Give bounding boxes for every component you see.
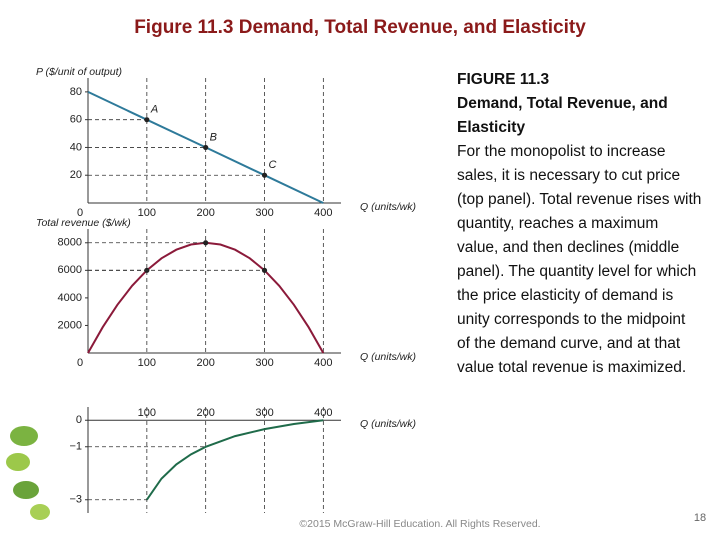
caption-heading: Demand, Total Revenue, and Elasticity (457, 95, 668, 136)
x-tick-label: 200 (196, 407, 214, 419)
y-tick-label: 4000 (58, 292, 82, 304)
caption: FIGURE 11.3 Demand, Total Revenue, and E… (457, 68, 702, 380)
y-tick-label: −3 (69, 494, 82, 506)
point-marker (144, 117, 150, 123)
point-label: B (210, 131, 217, 143)
y-tick-label: 2000 (58, 319, 82, 331)
x-tick-label: 100 (138, 357, 156, 369)
y-tick-label: 40 (70, 141, 82, 153)
y-tick-label: 80 (70, 86, 82, 98)
caption-body: For the monopolist to increase sales, it… (457, 143, 702, 376)
x-tick-label: 400 (314, 357, 332, 369)
curve (145, 419, 324, 501)
x-tick-label: 300 (255, 357, 273, 369)
x-tick-label: 200 (196, 207, 214, 219)
x-axis-label: Q (units/wk) (360, 418, 416, 430)
footer: ©2015 McGraw-Hill Education. All Rights … (299, 518, 540, 530)
y-axis-label: P ($/unit of output) (36, 66, 122, 78)
slide-title: Figure 11.3 Demand, Total Revenue, and E… (134, 17, 586, 38)
x-axis-label: Q (units/wk) (360, 351, 416, 363)
x-tick-label: 200 (196, 357, 214, 369)
x-tick-label: 300 (255, 407, 273, 419)
x-tick-label: 400 (314, 207, 332, 219)
x-tick-label: 100 (138, 407, 156, 419)
point-label: C (269, 159, 277, 171)
x-tick-label: 100 (138, 207, 156, 219)
x-tick-label: 0 (77, 357, 83, 369)
leaf-decoration (6, 426, 50, 520)
point-marker (203, 240, 209, 246)
y-axis-label: Total revenue ($/wk) (36, 217, 131, 229)
x-tick-label: 0 (77, 207, 83, 219)
y-tick-label: 0 (76, 414, 82, 426)
y-tick-label: 8000 (58, 237, 82, 249)
caption-label: FIGURE 11.3 (457, 71, 550, 88)
x-tick-label: 400 (314, 407, 332, 419)
y-tick-label: 60 (70, 114, 82, 126)
y-tick-label: 6000 (58, 264, 82, 276)
y-tick-label: −1 (69, 441, 82, 453)
point-label: A (150, 104, 158, 116)
x-tick-label: 300 (255, 207, 273, 219)
page-number: 18 (694, 512, 706, 524)
point-marker (203, 144, 209, 151)
point-marker (261, 267, 268, 273)
point-marker (261, 172, 268, 178)
y-tick-label: 20 (70, 169, 82, 181)
x-axis-label: Q (units/wk) (360, 201, 416, 213)
